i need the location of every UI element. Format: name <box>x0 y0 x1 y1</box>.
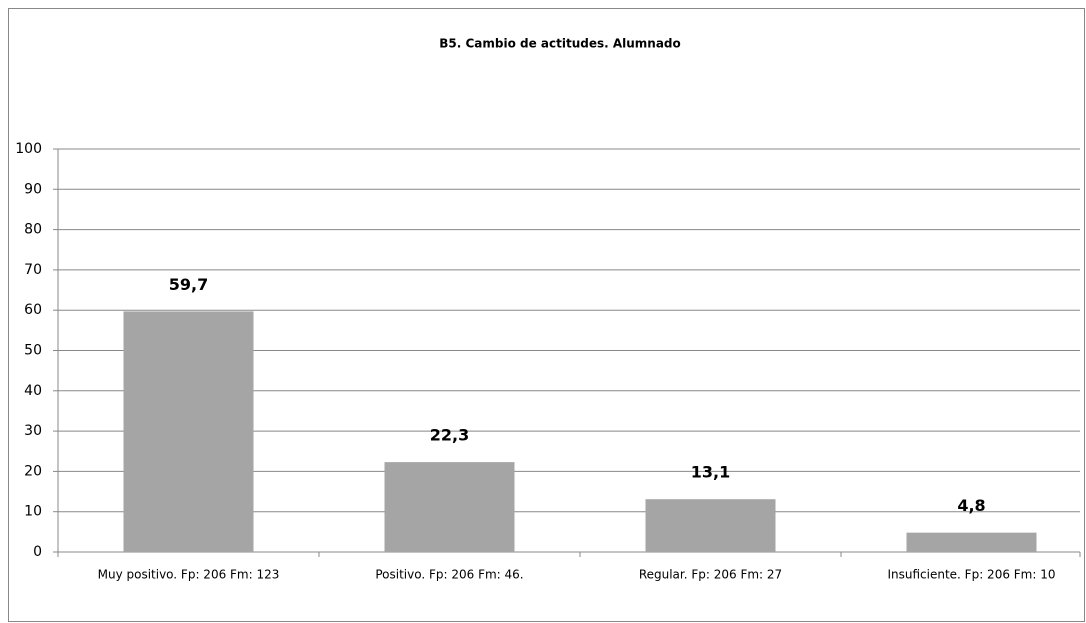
y-tick-label: 50 <box>24 343 42 359</box>
value-label: 13,1 <box>691 463 730 482</box>
y-tick-label: 40 <box>24 383 42 399</box>
x-tick-label: Insuficiente. Fp: 206 Fm: 10 <box>887 568 1055 582</box>
value-label: 4,8 <box>957 496 985 515</box>
y-tick-label: 80 <box>24 222 42 238</box>
value-label: 22,3 <box>430 426 469 445</box>
bar <box>906 532 1037 552</box>
y-tick-label: 90 <box>24 181 42 197</box>
x-tick-label: Regular. Fp: 206 Fm: 27 <box>639 568 782 582</box>
value-label: 59,7 <box>169 275 208 294</box>
bar <box>123 311 254 552</box>
bar <box>645 499 776 552</box>
y-tick-label: 30 <box>24 423 42 439</box>
chart-title: B5. Cambio de actitudes. Alumnado <box>439 37 681 51</box>
bar <box>384 462 515 552</box>
y-tick-label: 100 <box>15 141 42 157</box>
y-tick-label: 70 <box>24 262 42 278</box>
y-tick-label: 20 <box>24 463 42 479</box>
x-tick-label: Muy positivo. Fp: 206 Fm: 123 <box>98 568 280 582</box>
y-tick-label: 60 <box>24 302 42 318</box>
y-tick-label: 0 <box>33 544 42 560</box>
x-tick-label: Positivo. Fp: 206 Fm: 46. <box>375 568 523 582</box>
y-tick-label: 10 <box>24 504 42 520</box>
